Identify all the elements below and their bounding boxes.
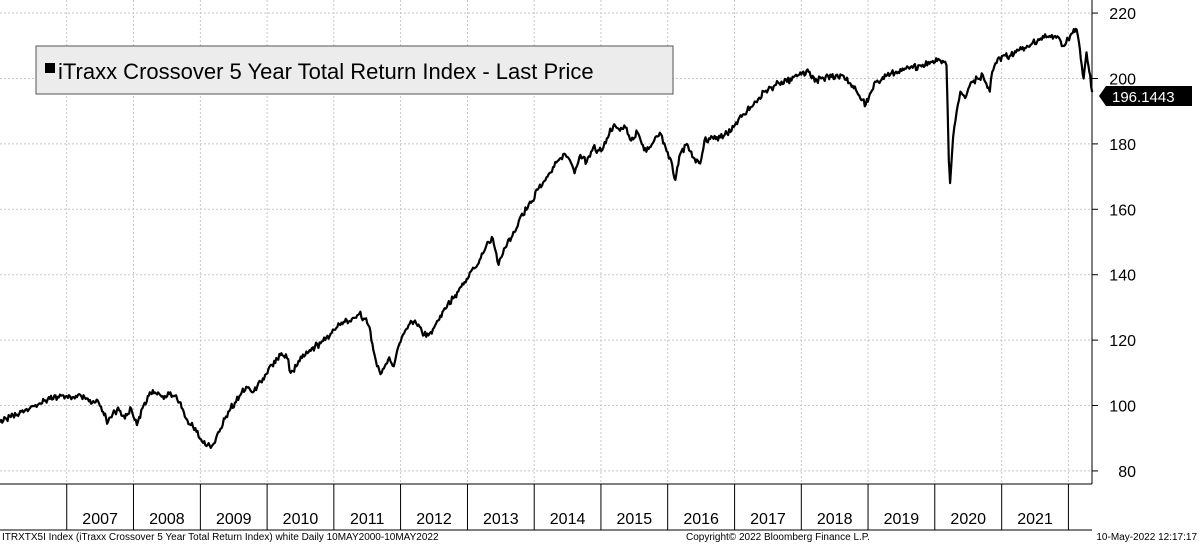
footer-source: ITRXTX5I Index (iTraxx Crossover 5 Year … [2,532,439,543]
legend-swatch [45,63,55,73]
y-tick-label: 120 [1109,333,1136,350]
x-tick-label: 2010 [283,511,319,528]
x-tick-label: 2014 [550,511,586,528]
legend-label: iTraxx Crossover 5 Year Total Return Ind… [58,59,594,84]
series-line [0,27,1094,449]
series-layer [0,27,1094,449]
footer-copyright: Copyright© 2022 Bloomberg Finance L.P. [686,532,870,543]
x-tick-label: 2011 [350,511,385,528]
y-tick-labels: 80 100 120 140 160 180 200 220 [1109,6,1136,481]
last-value-badge: 196.1443 [1099,86,1192,106]
x-tick-label: 2017 [750,511,786,528]
x-tick-label: 2016 [683,511,719,528]
x-tick-label: 2008 [149,511,185,528]
x-tick-label: 2009 [216,511,252,528]
footer: ITRXTX5I Index (iTraxx Crossover 5 Year … [2,532,1197,543]
y-tick-label: 160 [1109,202,1136,219]
y-tick-label: 80 [1118,464,1136,481]
footer-timestamp: 10-May-2022 12:17:17 [1096,532,1197,543]
y-tick-label: 100 [1109,399,1136,416]
x-tick-label: 2021 [1017,511,1053,528]
x-tick-label: 2020 [950,511,986,528]
x-tick-label: 2007 [82,511,118,528]
legend-box [35,45,674,95]
x-tick-label: 2013 [483,511,519,528]
legend: iTraxx Crossover 5 Year Total Return Ind… [35,45,674,95]
last-value-marker [1099,86,1192,106]
y-tick-label: 220 [1109,6,1136,23]
y-tick-label: 140 [1109,268,1136,285]
series-last-point [1090,89,1094,93]
last-value-label: 196.1443 [1112,89,1175,106]
x-tick-label: 2018 [817,511,853,528]
x-tick-label: 2019 [884,511,920,528]
x-tick-labels: 2007 2008 2009 2010 2011 2012 2013 2014 2015 2016… [82,511,1053,528]
y-tick-label: 200 [1109,71,1136,88]
y-tick-label: 180 [1109,137,1136,154]
x-tick-label: 2012 [416,511,452,528]
x-tick-label: 2015 [617,511,653,528]
axes [0,0,1098,531]
